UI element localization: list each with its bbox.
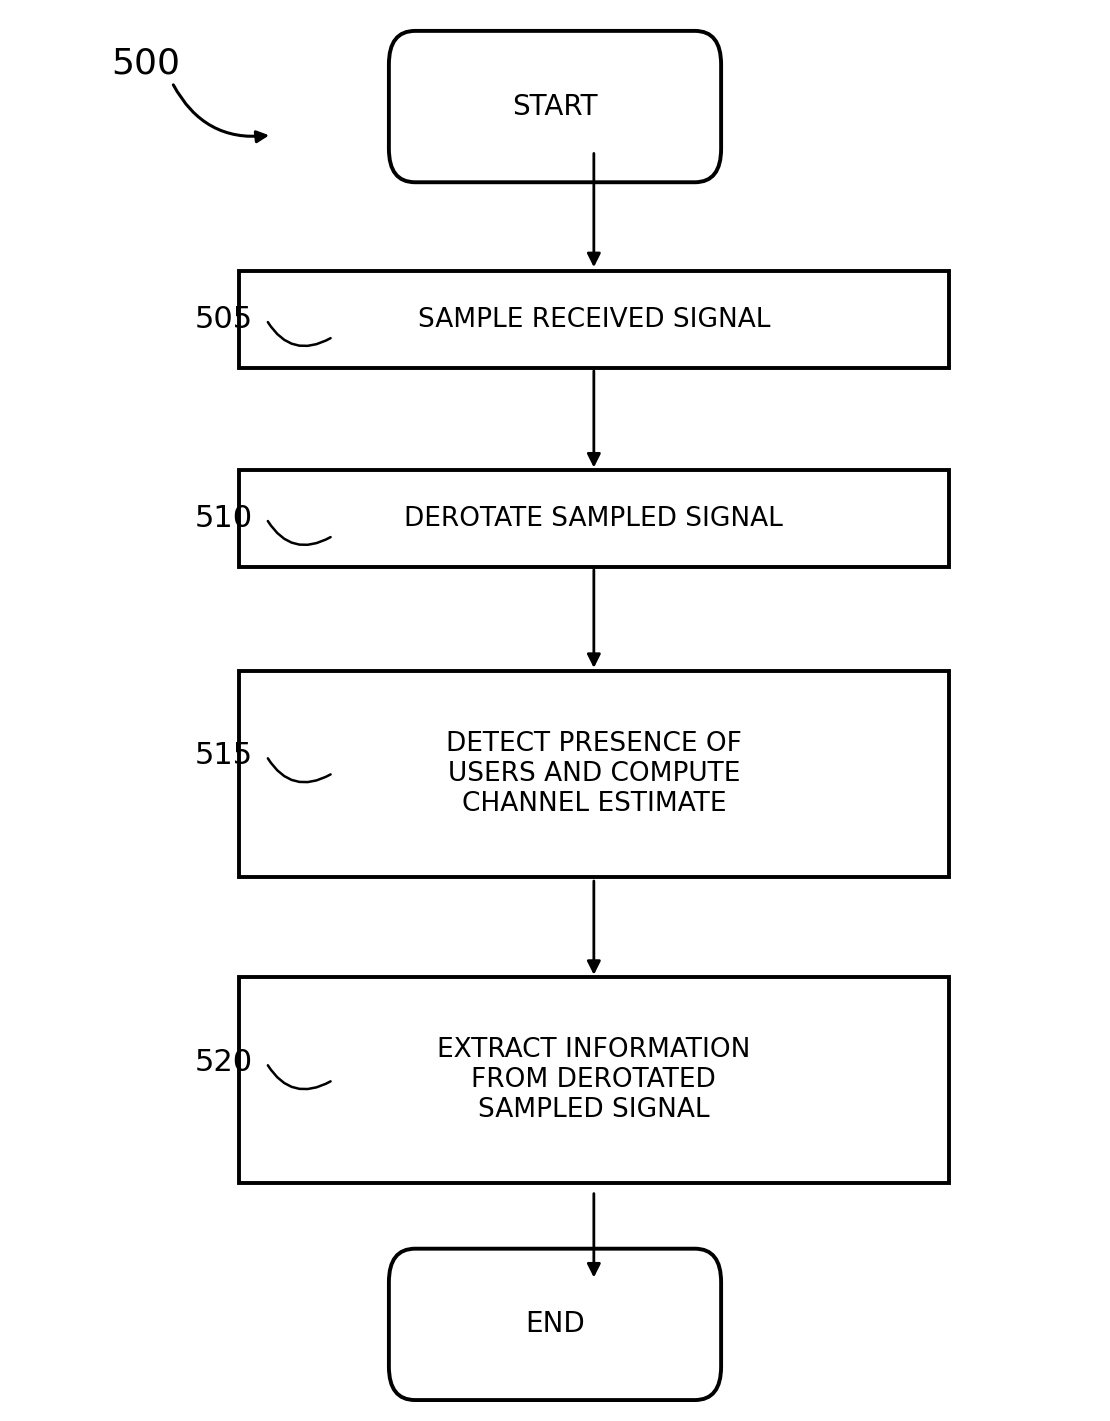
Text: 510: 510 [194,504,252,533]
Text: START: START [512,92,598,121]
Text: END: END [525,1310,585,1339]
FancyBboxPatch shape [388,31,722,182]
Text: DETECT PRESENCE OF
USERS AND COMPUTE
CHANNEL ESTIMATE: DETECT PRESENCE OF USERS AND COMPUTE CHA… [446,732,741,817]
Bar [239,271,949,368]
Text: 520: 520 [194,1049,252,1077]
FancyBboxPatch shape [388,1249,722,1400]
Text: 505: 505 [194,306,252,334]
Text: SAMPLE RECEIVED SIGNAL: SAMPLE RECEIVED SIGNAL [417,307,770,333]
Text: DEROTATE SAMPLED SIGNAL: DEROTATE SAMPLED SIGNAL [404,506,784,531]
Bar [239,672,949,877]
Text: EXTRACT INFORMATION
FROM DEROTATED
SAMPLED SIGNAL: EXTRACT INFORMATION FROM DEROTATED SAMPL… [437,1037,750,1123]
Bar [239,978,949,1182]
Bar [239,470,949,567]
Text: 515: 515 [194,742,252,770]
Text: 500: 500 [111,47,180,81]
